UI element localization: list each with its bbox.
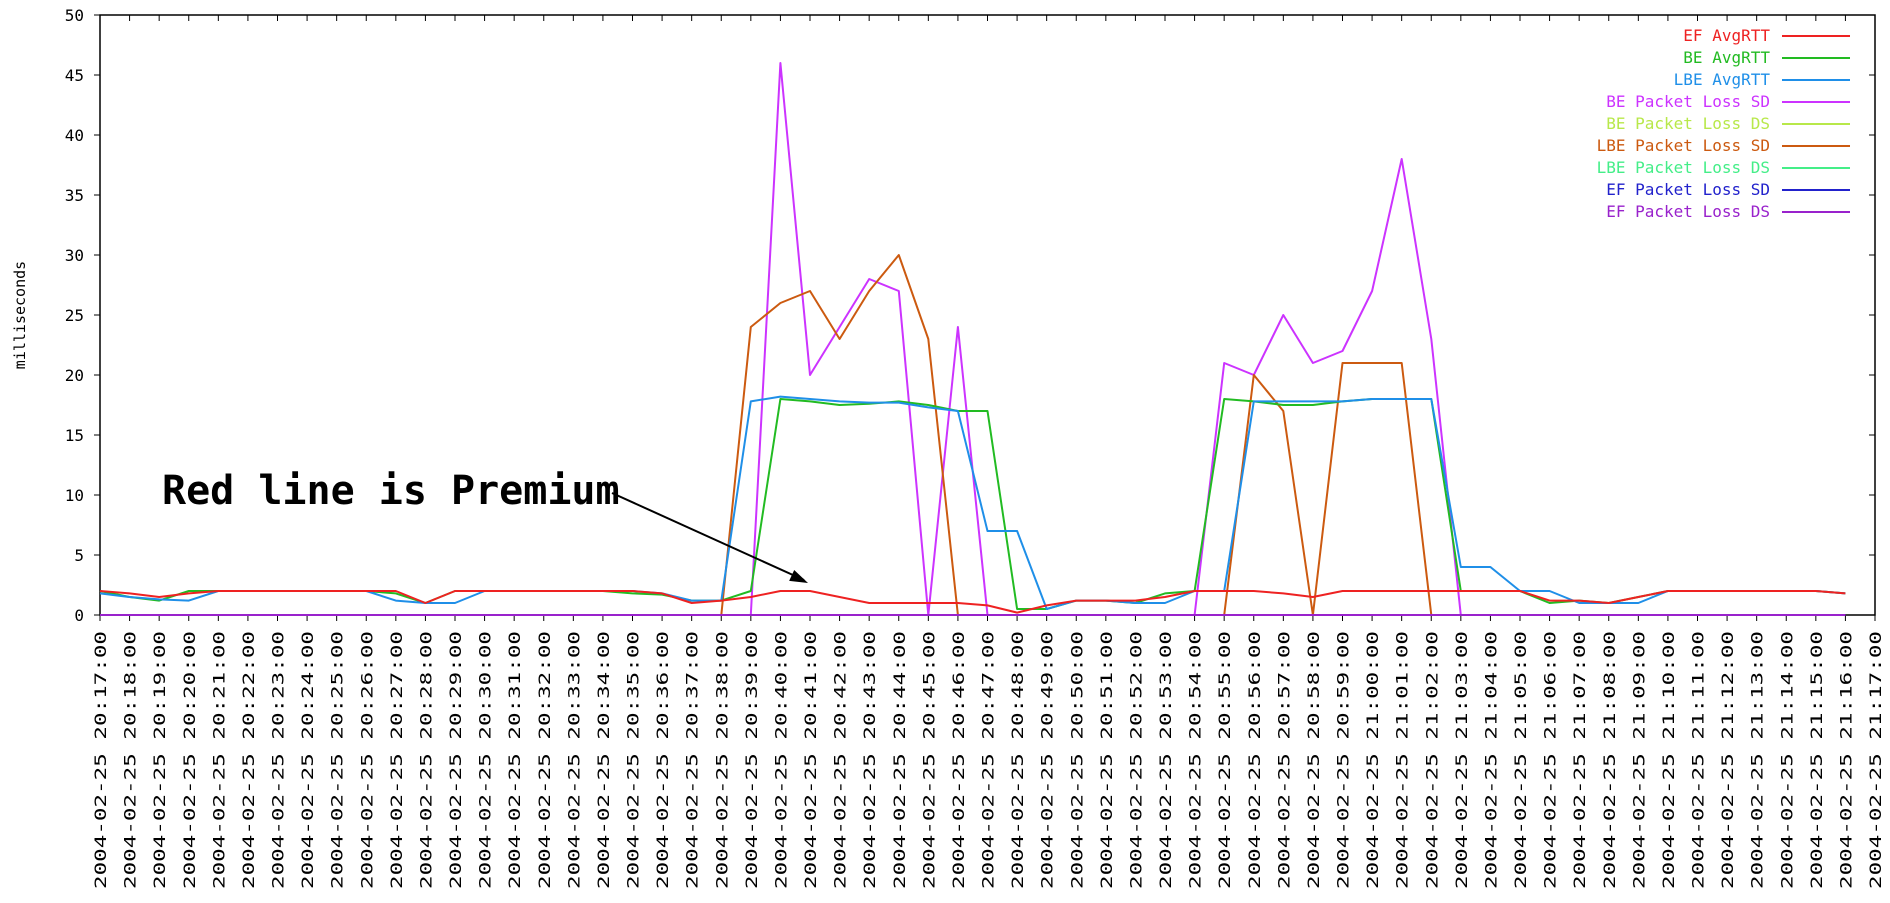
x-tick-label: 2004-02-25 20:45:00 <box>919 631 938 889</box>
x-tick-label: 2004-02-25 21:03:00 <box>1452 631 1471 889</box>
y-tick-label: 25 <box>65 306 84 325</box>
y-axis-label: milliseconds <box>11 261 29 369</box>
x-tick-label: 2004-02-25 20:33:00 <box>564 631 583 889</box>
x-tick-label: 2004-02-25 20:54:00 <box>1186 631 1205 889</box>
x-tick-label: 2004-02-25 20:53:00 <box>1156 631 1175 889</box>
x-tick-label: 2004-02-25 20:38:00 <box>712 631 731 889</box>
x-tick-label: 2004-02-25 20:44:00 <box>890 631 909 889</box>
legend-label-be-packet-loss-sd: BE Packet Loss SD <box>1606 92 1770 111</box>
series-line-lbe-packet-loss-sd <box>100 254 1846 616</box>
x-tick-label: 2004-02-25 20:41:00 <box>801 631 820 889</box>
y-tick-label: 30 <box>65 246 84 265</box>
x-tick-label: 2004-02-25 20:21:00 <box>209 631 228 889</box>
x-tick-label: 2004-02-25 20:22:00 <box>239 631 258 889</box>
x-tick-label: 2004-02-25 21:13:00 <box>1748 631 1767 889</box>
y-tick-label: 15 <box>65 426 84 445</box>
annotation-arrow <box>611 492 805 581</box>
x-tick-label: 2004-02-25 20:59:00 <box>1334 631 1353 889</box>
y-tick-label: 10 <box>65 486 84 505</box>
y-tick-label: 50 <box>65 6 84 25</box>
x-tick-label: 2004-02-25 20:42:00 <box>831 631 850 889</box>
series-line-lbe-avgrtt <box>99 395 1846 610</box>
x-tick-label: 2004-02-25 21:15:00 <box>1807 631 1826 889</box>
x-tick-label: 2004-02-25 20:55:00 <box>1215 631 1234 889</box>
x-tick-label: 2004-02-25 20:32:00 <box>535 631 554 889</box>
x-tick-label: 2004-02-25 20:19:00 <box>150 631 169 889</box>
series-line-be-packet-loss-sd <box>100 62 1846 616</box>
annotation-arrowhead <box>789 569 808 583</box>
x-tick-label: 2004-02-25 20:24:00 <box>298 631 317 889</box>
legend-label-be-packet-loss-ds: BE Packet Loss DS <box>1606 114 1770 133</box>
legend-label-ef-packet-loss-sd: EF Packet Loss SD <box>1606 180 1770 199</box>
x-tick-label: 2004-02-25 20:27:00 <box>387 631 406 889</box>
y-tick-label: 45 <box>65 66 84 85</box>
annotation-text: Red line is Premium <box>162 468 620 514</box>
x-tick-label: 2004-02-25 20:48:00 <box>1008 631 1027 889</box>
x-tick-label: 2004-02-25 20:37:00 <box>683 631 702 889</box>
x-tick-label: 2004-02-25 20:57:00 <box>1274 631 1293 889</box>
x-tick-label: 2004-02-25 20:30:00 <box>476 631 495 889</box>
x-tick-label: 2004-02-25 21:00:00 <box>1363 631 1382 889</box>
x-tick-label: 2004-02-25 20:47:00 <box>979 631 998 889</box>
x-tick-label: 2004-02-25 21:16:00 <box>1836 631 1855 889</box>
legend-label-be-avgrtt: BE AvgRTT <box>1683 48 1770 67</box>
x-tick-label: 2004-02-25 20:26:00 <box>357 631 376 889</box>
legend-label-ef-packet-loss-ds: EF Packet Loss DS <box>1606 202 1770 221</box>
x-tick-label: 2004-02-25 21:06:00 <box>1541 631 1560 889</box>
x-tick-label: 2004-02-25 20:40:00 <box>771 631 790 889</box>
x-tick-label: 2004-02-25 20:43:00 <box>860 631 879 889</box>
legend-label-lbe-packet-loss-ds: LBE Packet Loss DS <box>1597 158 1770 177</box>
x-tick-label: 2004-02-25 21:07:00 <box>1570 631 1589 889</box>
series-line-be-avgrtt <box>99 398 1846 610</box>
x-tick-label: 2004-02-25 21:08:00 <box>1600 631 1619 889</box>
x-tick-label: 2004-02-25 21:12:00 <box>1718 631 1737 889</box>
x-tick-label: 2004-02-25 20:46:00 <box>949 631 968 889</box>
x-tick-label: 2004-02-25 21:17:00 <box>1866 631 1885 889</box>
y-tick-label: 35 <box>65 186 84 205</box>
x-tick-label: 2004-02-25 20:29:00 <box>446 631 465 889</box>
x-tick-label: 2004-02-25 21:04:00 <box>1481 631 1500 889</box>
y-tick-label: 20 <box>65 366 84 385</box>
x-tick-label: 2004-02-25 21:01:00 <box>1393 631 1412 889</box>
x-tick-label: 2004-02-25 20:49:00 <box>1038 631 1057 889</box>
x-tick-label: 2004-02-25 20:58:00 <box>1304 631 1323 889</box>
x-tick-label: 2004-02-25 21:14:00 <box>1777 631 1796 889</box>
x-tick-label: 2004-02-25 20:35:00 <box>624 631 643 889</box>
x-tick-label: 2004-02-25 20:20:00 <box>180 631 199 889</box>
x-tick-label: 2004-02-25 20:18:00 <box>121 631 140 889</box>
legend-label-ef-avgrtt: EF AvgRTT <box>1683 26 1770 45</box>
legend-label-lbe-packet-loss-sd: LBE Packet Loss SD <box>1597 136 1770 155</box>
x-tick-label: 2004-02-25 20:17:00 <box>91 631 110 889</box>
x-tick-label: 2004-02-25 21:10:00 <box>1659 631 1678 889</box>
x-tick-label: 2004-02-25 20:52:00 <box>1126 631 1145 889</box>
legend-label-lbe-avgrtt: LBE AvgRTT <box>1674 70 1771 89</box>
x-tick-label: 2004-02-25 20:31:00 <box>505 631 524 889</box>
x-tick-label: 2004-02-25 20:51:00 <box>1097 631 1116 889</box>
series-line-ef-avgrtt <box>99 590 1846 614</box>
x-tick-label: 2004-02-25 20:56:00 <box>1245 631 1264 889</box>
y-tick-label: 5 <box>74 546 84 565</box>
x-tick-label: 2004-02-25 20:50:00 <box>1067 631 1086 889</box>
x-tick-label: 2004-02-25 20:23:00 <box>269 631 288 889</box>
y-tick-label: 40 <box>65 126 84 145</box>
x-tick-label: 2004-02-25 21:02:00 <box>1422 631 1441 889</box>
x-tick-label: 2004-02-25 20:39:00 <box>742 631 761 889</box>
x-tick-label: 2004-02-25 20:25:00 <box>328 631 347 889</box>
x-tick-label: 2004-02-25 20:28:00 <box>416 631 435 889</box>
x-tick-label: 2004-02-25 21:05:00 <box>1511 631 1530 889</box>
x-tick-label: 2004-02-25 20:34:00 <box>594 631 613 889</box>
x-tick-label: 2004-02-25 21:09:00 <box>1629 631 1648 889</box>
x-tick-label: 2004-02-25 20:36:00 <box>653 631 672 889</box>
x-tick-label: 2004-02-25 21:11:00 <box>1689 631 1708 889</box>
y-tick-label: 0 <box>74 606 84 625</box>
